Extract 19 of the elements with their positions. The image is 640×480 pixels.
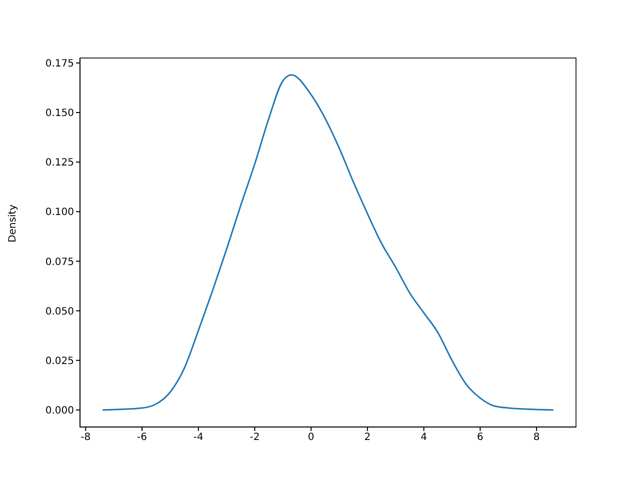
y-tick-label: 0.175 [45, 58, 74, 70]
y-tick-label: 0.075 [45, 256, 74, 268]
x-tick-label: 2 [364, 432, 371, 444]
y-tick-label: 0.000 [45, 406, 74, 416]
y-tick-label: 0.050 [45, 306, 74, 318]
y-tick-label: 0.150 [45, 108, 74, 120]
x-tick-label: -4 [193, 432, 204, 444]
line-series [102, 74, 554, 411]
x-tick-label: 4 [420, 432, 428, 444]
x-tick-label: 6 [476, 432, 484, 444]
x-tick-label: -8 [80, 432, 91, 444]
y-tick-label: 0.100 [45, 207, 74, 218]
y-axis-title: Density [8, 204, 19, 242]
x-tick-label: -6 [137, 432, 147, 444]
x-tick-label: 0 [308, 432, 314, 444]
y-tick-label: 0.125 [45, 158, 74, 169]
y-tick-label: 0.025 [45, 356, 74, 367]
x-tick-label: -2 [250, 432, 260, 444]
x-tick-label: 8 [533, 432, 540, 444]
